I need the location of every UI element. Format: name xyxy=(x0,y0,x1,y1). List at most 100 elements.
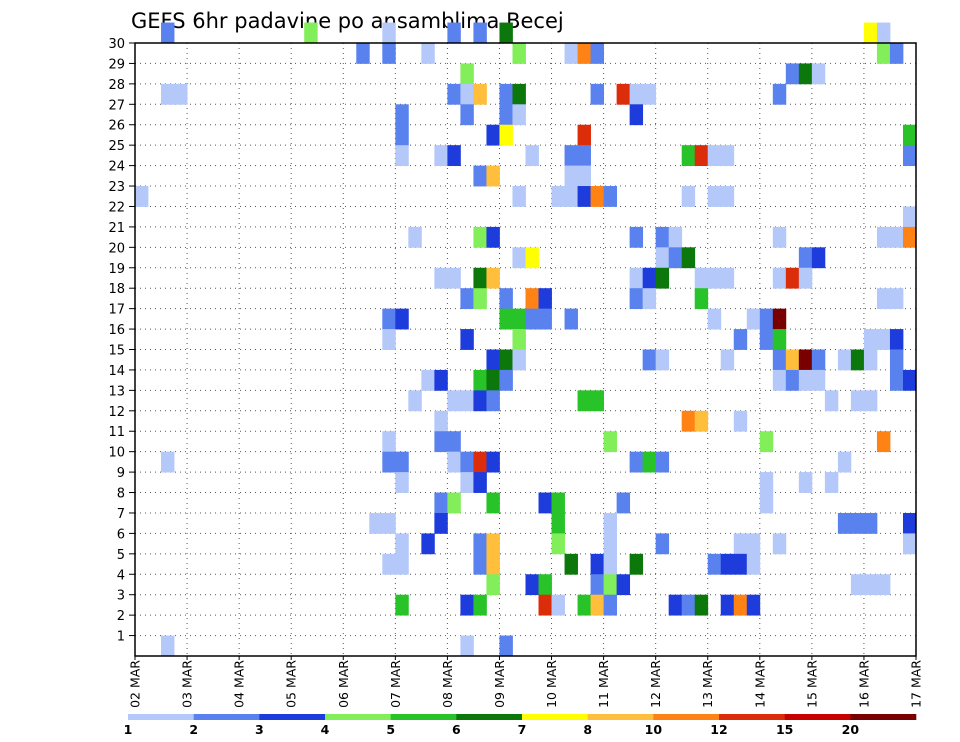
precip-cell xyxy=(759,492,774,514)
precip-cell xyxy=(473,553,487,575)
precip-cell xyxy=(395,124,409,146)
y-tick-label: 13 xyxy=(108,384,125,399)
precip-cell xyxy=(629,83,644,105)
precip-cell xyxy=(473,288,487,310)
precip-cell xyxy=(785,63,800,85)
precip-cell xyxy=(421,533,435,555)
precip-cell xyxy=(395,145,409,166)
precip-cell xyxy=(486,124,500,146)
precip-cell xyxy=(356,43,370,64)
precip-cell xyxy=(681,410,696,432)
precip-cell xyxy=(603,186,618,207)
chart-title: GEFS 6hr padavine po ansamblima Becej xyxy=(131,9,564,33)
precip-cell xyxy=(447,390,461,412)
x-tick-label: 12 MAR xyxy=(648,660,663,708)
precip-cell xyxy=(863,512,878,534)
colorbar-swatch xyxy=(653,714,720,720)
precip-cell xyxy=(512,349,526,371)
precip-cell xyxy=(655,226,670,248)
precip-cell xyxy=(486,492,500,514)
precip-cell xyxy=(486,226,500,248)
y-tick-label: 14 xyxy=(108,364,125,379)
x-axis: 02 MAR 03 MAR 04 MAR 05 MAR 06 MAR 07 MAR 08 M… xyxy=(128,656,924,708)
precip-cell xyxy=(837,349,852,371)
precip-cell xyxy=(850,349,865,371)
precip-cell xyxy=(629,267,644,289)
precip-cell xyxy=(525,308,539,330)
precip-cell xyxy=(460,83,474,105)
y-tick-label: 10 xyxy=(108,446,125,461)
precip-cell xyxy=(590,83,604,105)
precip-cell xyxy=(642,83,657,105)
precip-cell xyxy=(161,22,175,44)
precip-cell xyxy=(772,308,787,330)
precip-cell xyxy=(681,594,696,616)
precip-cell xyxy=(382,308,396,330)
precip-cell xyxy=(395,104,409,126)
x-tick-label: 07 MAR xyxy=(388,660,403,708)
precip-cell xyxy=(629,288,644,310)
x-tick-label: 15 MAR xyxy=(804,660,819,708)
precip-cell xyxy=(577,43,591,64)
colorbar-label: 12 xyxy=(710,722,727,737)
precip-cell xyxy=(304,22,318,44)
precip-cell xyxy=(161,451,175,473)
precip-cell xyxy=(512,186,526,207)
precip-cell xyxy=(551,594,565,616)
precip-cell xyxy=(525,288,539,310)
precip-cell xyxy=(655,349,670,371)
y-tick-label: 30 xyxy=(108,37,125,52)
precip-cell xyxy=(486,267,500,289)
x-tick-label: 16 MAR xyxy=(856,660,871,708)
precip-cell xyxy=(473,451,487,473)
precip-cell xyxy=(642,451,657,473)
precip-cell xyxy=(824,472,839,493)
precip-cell xyxy=(798,267,813,289)
precip-cell xyxy=(434,267,448,289)
precip-cell xyxy=(460,288,474,310)
precip-cell xyxy=(733,594,748,616)
precip-cell xyxy=(694,267,709,289)
precip-cell xyxy=(577,186,591,207)
precip-cell xyxy=(382,512,396,534)
precip-cell xyxy=(434,492,448,514)
precip-cell xyxy=(473,390,487,412)
precip-cell xyxy=(811,349,826,371)
precip-cell xyxy=(473,226,487,248)
precip-cell xyxy=(551,533,565,555)
precip-cell xyxy=(499,83,513,105)
colorbar-label: 15 xyxy=(776,722,793,737)
precip-cell xyxy=(902,512,917,534)
precip-cell xyxy=(382,329,396,350)
precip-cell xyxy=(746,533,761,555)
precip-cell xyxy=(486,574,500,596)
precip-cell xyxy=(668,247,683,269)
precip-cell xyxy=(863,22,878,44)
y-tick-label: 2 xyxy=(117,609,125,624)
precip-cell xyxy=(447,22,461,44)
precip-cell xyxy=(772,533,787,555)
precip-cell xyxy=(720,594,735,616)
precip-cell xyxy=(564,186,578,207)
precip-cell xyxy=(538,594,552,616)
precip-cell xyxy=(707,145,722,166)
precip-cell xyxy=(486,390,500,412)
precip-cell xyxy=(395,451,409,473)
precip-cell xyxy=(889,288,904,310)
precip-cell xyxy=(759,329,774,350)
x-tick-label: 10 MAR xyxy=(544,660,559,708)
precip-cell xyxy=(577,594,591,616)
y-tick-label: 22 xyxy=(108,200,125,215)
colorbar-label: 2 xyxy=(189,722,198,737)
precip-cell xyxy=(577,390,591,412)
precip-cell xyxy=(590,553,604,575)
precip-cell xyxy=(382,553,396,575)
precip-cell xyxy=(486,369,500,391)
precip-cell xyxy=(850,574,865,596)
precip-cell xyxy=(863,390,878,412)
precip-cell xyxy=(499,104,513,126)
precip-cell xyxy=(850,512,865,534)
x-tick-label: 08 MAR xyxy=(440,660,455,708)
precip-cell xyxy=(733,533,748,555)
precip-cell xyxy=(759,431,774,453)
